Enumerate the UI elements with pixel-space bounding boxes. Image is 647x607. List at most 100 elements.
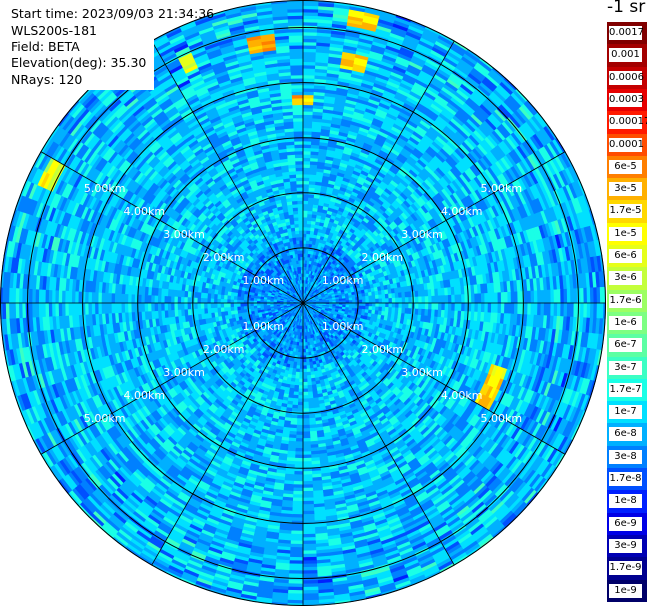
beta-cell (444, 302, 449, 311)
beta-cell (497, 302, 502, 314)
beta-cell (302, 120, 313, 126)
beta-cell (355, 299, 360, 304)
beta-cell (480, 302, 486, 313)
beta-cell (302, 94, 315, 99)
beta-cell (510, 302, 515, 315)
beta-cell (401, 302, 406, 309)
beta-cell (365, 299, 370, 304)
beta-cell (302, 101, 314, 106)
beta-cell (510, 291, 515, 304)
beta-cell (395, 297, 400, 304)
beta-cell (302, 223, 308, 228)
beta-cell (368, 299, 373, 304)
beta-cell (388, 302, 393, 309)
beta-cell (302, 173, 311, 178)
beta-cell (302, 97, 315, 102)
beta-cell (365, 302, 370, 307)
beta-cell (437, 295, 443, 304)
beta-cell (395, 302, 400, 309)
beta-cell (414, 302, 420, 310)
beta-cell (504, 302, 509, 315)
beta-cell (302, 233, 307, 238)
beta-cell (437, 302, 443, 311)
beta-cell (447, 294, 453, 304)
beta-cell (302, 153, 312, 159)
beta-cell (398, 302, 403, 309)
beta-cell (302, 107, 314, 112)
beta-cell (504, 291, 509, 304)
beta-cell (381, 298, 386, 304)
beta-cell (302, 117, 314, 122)
beta-cell (302, 226, 308, 231)
beta-cell (421, 296, 426, 304)
beta-cell (434, 302, 439, 311)
beta-cell (424, 296, 429, 304)
beta-cell (444, 295, 449, 304)
beta-cell (302, 163, 311, 169)
beta-cell (507, 302, 512, 315)
beta-cell (490, 302, 496, 314)
beta-cell (358, 296, 363, 301)
beta-cell (500, 302, 505, 314)
beta-cell (441, 302, 446, 311)
beta-cell (507, 291, 512, 304)
beta-cell (487, 292, 492, 304)
beta-cell (414, 296, 420, 304)
beta-cell (490, 292, 496, 304)
beta-cell (378, 298, 383, 304)
beta-cell (302, 203, 309, 208)
beta-cell (302, 170, 311, 175)
beta-cell (302, 186, 310, 192)
beta-cell (497, 292, 502, 304)
beta-cell (447, 302, 453, 312)
beta-cell (302, 220, 308, 225)
beta-cell (361, 296, 367, 301)
beta-cell (371, 302, 377, 308)
beta-cell (431, 295, 436, 304)
beta-cell (302, 114, 314, 119)
beta-cell (302, 229, 308, 235)
beta-cell (302, 193, 310, 198)
beta-cell (302, 183, 310, 188)
beta-cell (352, 299, 357, 304)
beta-cell (302, 206, 309, 211)
beta-cell (401, 297, 406, 304)
beta-cell (391, 297, 396, 304)
beta-cell (302, 239, 307, 244)
beta-cell (421, 302, 426, 310)
beta-cell (418, 296, 423, 304)
beta-cell (368, 302, 373, 307)
beta-cell (424, 302, 429, 310)
beta-cell (484, 292, 489, 304)
beta-cell (388, 297, 393, 304)
beta-cell (302, 167, 311, 172)
beta-cell (355, 302, 360, 307)
beta-cell (362, 302, 367, 307)
beta-cell (302, 213, 309, 218)
beta-cell (302, 216, 308, 221)
beta-cell (487, 302, 492, 314)
beta-cell (441, 295, 446, 304)
beta-cell (375, 298, 380, 304)
beta-cell (358, 299, 363, 304)
beta-cell (302, 210, 309, 215)
beta-cell (302, 110, 314, 116)
beta-cell (302, 200, 309, 205)
beta-cell (500, 292, 505, 304)
beta-cell (302, 157, 311, 162)
beta-cell (302, 236, 307, 241)
beta-cell (391, 302, 396, 309)
beta-cell (302, 246, 307, 251)
beta-cell (418, 302, 423, 310)
beta-cell (302, 177, 310, 182)
beta-cell (434, 295, 439, 304)
beta-cell (385, 302, 390, 308)
beta-cell (302, 180, 310, 185)
beta-cell (385, 298, 390, 304)
beta-cell (302, 104, 314, 109)
beta-cell (484, 302, 489, 314)
beta-cell (494, 302, 499, 314)
beta-cell (362, 299, 367, 304)
beta-cell (381, 302, 386, 308)
